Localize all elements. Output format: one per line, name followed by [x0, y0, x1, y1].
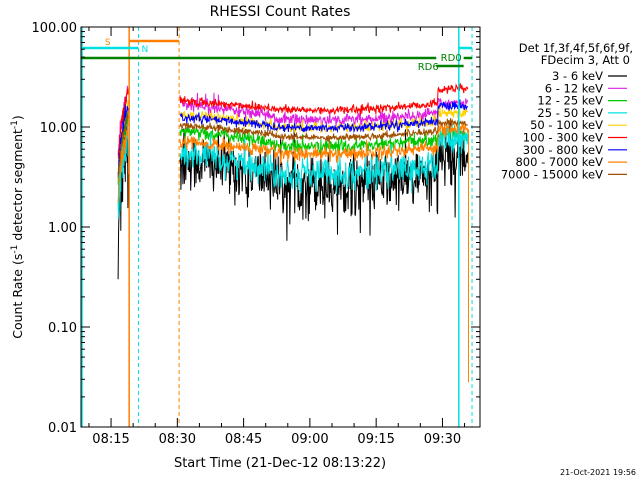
y-axis-label-superscript: -1 — [10, 245, 20, 254]
legend-header-line: FDecim 3, Att 0 — [541, 53, 630, 67]
plot-frame — [80, 26, 481, 428]
legend-entry-label: 300 - 800 keV — [523, 143, 603, 157]
legend-header-line: Det 1f,3f,4f,5f,6f,9f, — [519, 41, 633, 55]
legend-entry-label: 800 - 7000 keV — [515, 155, 603, 169]
x-axis-label: Start Time (21-Dec-12 08:13:22) — [174, 456, 386, 471]
x-tick-label: 09:00 — [291, 432, 328, 447]
y-tick-label: 0.10 — [48, 321, 77, 336]
flag-label-n: N — [142, 45, 149, 55]
y-tick-label: 1.00 — [48, 221, 77, 236]
legend-entry-label: 12 - 25 keV — [537, 94, 603, 108]
y-axis-label-part: detector segment — [10, 129, 25, 245]
axis-layer: 100.00 10.00 1.00 0.10 0.01 08:15 08:30 08:45 09… — [32, 21, 480, 447]
x-tick-label: 08:45 — [225, 432, 262, 447]
y-tick-label: 0.01 — [48, 421, 77, 436]
y-axis-label: Count Rate (s-1 detector segment-1) — [10, 115, 25, 339]
flag-label-s: S — [105, 38, 111, 48]
flag-label-rd6: RD6 — [418, 62, 439, 73]
x-tick-label: 08:30 — [159, 432, 196, 447]
chart-title: RHESSI Count Rates — [210, 4, 351, 20]
legend-entry-label: 6 - 12 keV — [545, 81, 603, 95]
legend-entry-label: 25 - 50 keV — [537, 106, 603, 120]
x-tick-label: 09:30 — [424, 432, 461, 447]
y-tick-label: 100.00 — [32, 21, 78, 36]
flag-label-rd0: RD0 — [441, 53, 462, 64]
legend-entry-label: 3 - 6 keV — [552, 69, 603, 83]
legend-entry-label: 7000 - 15000 keV — [501, 167, 603, 181]
y-axis-label-part: Count Rate (s — [10, 254, 25, 339]
series-layer — [117, 83, 470, 383]
x-tick-label: 09:15 — [357, 432, 394, 447]
legend-entry-label: 100 - 300 keV — [523, 131, 603, 145]
series-line-25-50keV — [117, 123, 469, 219]
legend: Det 1f,3f,4f,5f,6f,9f,FDecim 3, Att 0 3 -… — [501, 41, 633, 181]
y-tick-label: 10.00 — [40, 121, 77, 136]
y-axis-label-superscript: -1 — [10, 120, 20, 129]
y-axis-label-part: ) — [10, 115, 25, 120]
legend-entry-label: 50 - 100 keV — [530, 118, 603, 132]
x-tick-label: 08:15 — [92, 432, 129, 447]
series-line-800-7000keV — [117, 122, 469, 203]
footer-timestamp: 21-Oct-2021 19:56 — [560, 468, 636, 477]
series-line-7000-15000keV — [117, 111, 468, 178]
